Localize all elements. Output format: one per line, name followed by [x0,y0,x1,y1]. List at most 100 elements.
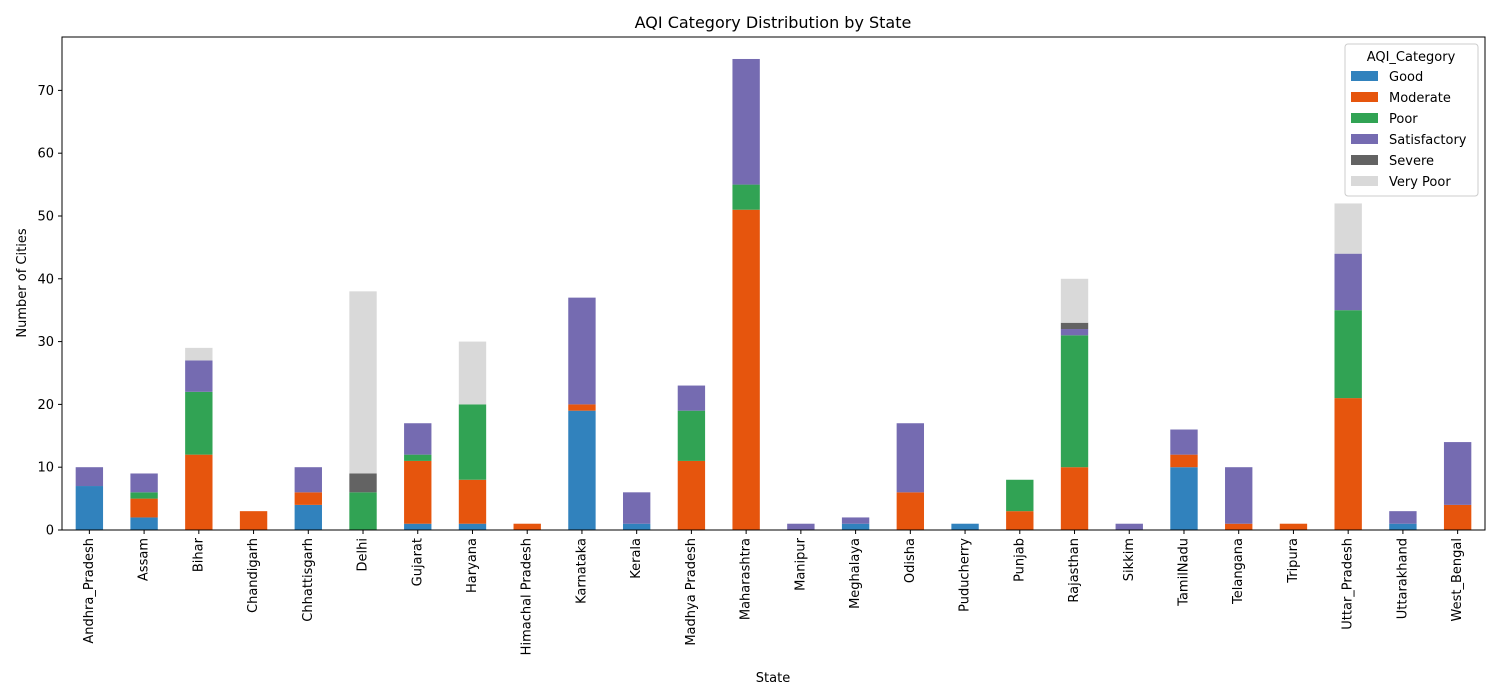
legend-box [1344,43,1479,197]
bar-segment [185,391,213,455]
bar-segment [130,492,158,499]
bar-segment [404,454,432,461]
legend-title: AQI_Category [1367,50,1456,65]
bar-segment [1006,479,1034,512]
x-tick-label: Kerala [629,538,644,579]
legend-swatch [1351,113,1378,123]
y-tick-label: 20 [37,398,54,413]
legend-swatch [1351,71,1378,81]
bar-segment [185,360,213,392]
bar-segment [1115,523,1143,530]
bar-segment [1060,467,1089,530]
legend-swatch [1351,134,1378,144]
bar-segment [732,58,760,185]
x-tick-label: Karnataka [574,538,589,604]
x-tick-label: Chhattisgarh [301,538,316,622]
y-tick-label: 40 [37,272,54,287]
bar-segment [1060,329,1089,336]
x-tick-label: Assam [137,538,152,581]
bar-segment [1170,429,1198,455]
bar-segment [787,523,815,530]
bar-segment [1279,523,1308,530]
bar-segment [458,523,487,530]
legend-label: Satisfactory [1389,133,1467,148]
bar-segment [130,473,158,493]
bar-segment [1334,398,1362,530]
bar-segment [75,486,104,530]
bar-segment [1225,523,1253,530]
bar-segment [951,523,979,530]
x-tick-label: Uttarakhand [1395,538,1410,619]
bar-segment [1334,253,1362,311]
bar-segment [896,423,925,493]
bar-segment [75,467,104,487]
legend-swatch [1351,92,1378,102]
legend-swatch [1351,176,1378,186]
legend-swatch [1351,155,1378,165]
bar-segment [349,492,377,530]
x-tick-label: Madhya Pradesh [684,538,699,646]
x-tick-label: Gujarat [410,538,425,586]
x-tick-label: Puducherry [958,538,973,612]
x-axis-title: State [756,671,790,686]
bar-segment [1170,454,1198,468]
bar-segment [622,523,651,530]
x-tick-label: Himachal Pradesh [520,538,535,655]
legend-label: Good [1389,70,1423,85]
bar-segment [239,511,268,530]
legend-label: Moderate [1389,91,1451,106]
y-tick-label: 50 [37,209,54,224]
bar-segment [513,523,541,530]
bar-segment [568,297,596,405]
bar-segment [841,517,870,524]
x-tick-label: Bihar [191,537,206,572]
bar-segment [185,454,213,530]
bar-segment [1060,278,1089,323]
bar-segment [130,517,158,530]
legend-label: Poor [1389,112,1418,127]
bar-segment [841,523,870,530]
bar-segment [185,347,213,361]
legend-items: Good Moderate Poor Satisfactory Severe Very P… [1351,70,1467,190]
bar-segment [404,523,432,530]
x-tick-label: West_Bengal [1450,538,1465,621]
bar-segment [1060,322,1089,330]
bar-segment [1443,442,1472,505]
x-tick-label: Andhra_Pradesh [82,538,97,644]
bars-layer [75,58,1472,530]
bar-segment [732,184,760,210]
bar-segment [1443,504,1472,530]
y-tick-label: 30 [37,335,54,350]
bar-segment [294,467,322,493]
bar-segment [677,385,706,411]
legend: AQI_Category Good Moderate Poor Satisfactor… [1344,43,1479,197]
bar-segment [1225,467,1253,524]
bar-segment [349,291,377,474]
x-tick-label: Meghalaya [848,538,863,609]
bar-segment [622,492,651,524]
y-tick-label: 0 [46,524,54,539]
x-tick-label: Sikkim [1122,538,1137,581]
y-axis: 0 10 20 30 40 50 60 70 [37,84,62,539]
x-tick-label: Telangana [1231,538,1246,605]
y-tick-label: 10 [37,461,54,476]
bar-segment [1060,335,1089,468]
y-axis-title: Number of Cities [15,228,30,337]
bar-segment [1334,203,1362,254]
bar-segment [896,492,925,530]
bar-segment [458,479,487,524]
x-tick-label: Punjab [1012,538,1027,582]
plot-frame [61,36,1486,531]
bar-segment [404,423,432,455]
bar-segment [458,341,487,405]
bar-segment [1389,511,1417,524]
bar-segment [1006,511,1034,530]
bar-segment [732,209,760,530]
x-tick-label: Maharashtra [739,538,754,620]
bar-segment [458,404,487,480]
bar-segment [677,460,706,530]
x-tick-label: Manipur [793,537,808,591]
x-tick-label: Haryana [465,538,480,593]
bar-segment [404,460,432,524]
